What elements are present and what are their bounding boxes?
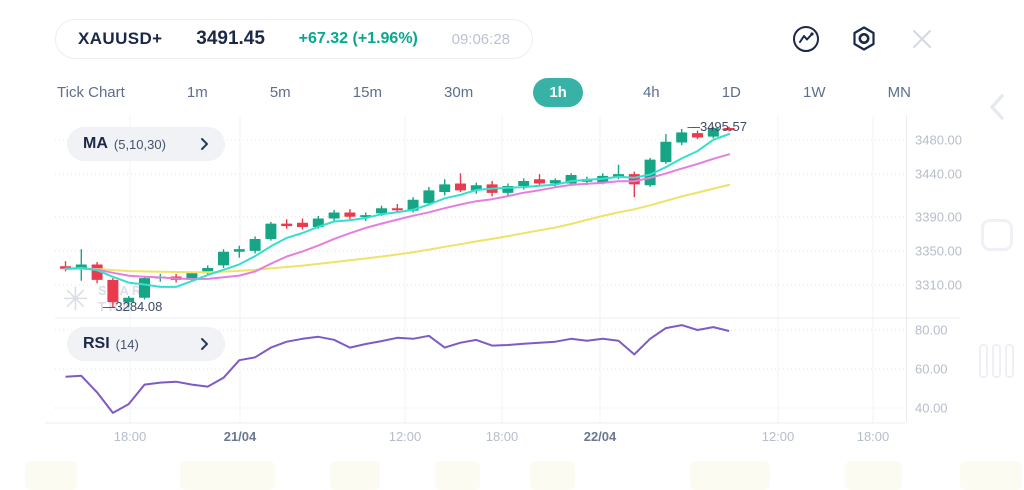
candle-body (218, 251, 229, 266)
rsi-label: RSI (83, 335, 110, 352)
tab-1h[interactable]: 1h (533, 77, 583, 107)
tab-30m[interactable]: 30m (444, 83, 474, 101)
high-price-marker: –– 3495.57 (687, 118, 747, 134)
marker-dashes: –– (102, 299, 116, 315)
price-axis-label: 3310.00 (915, 278, 962, 293)
symbol-info-bar: XAUUSD+ 3491.45 +67.32 (+1.96%) 09:06:28 (55, 19, 533, 59)
bottom-row-item[interactable] (25, 461, 77, 490)
candle-body (660, 141, 672, 163)
time-axis-label: 12:00 (762, 429, 795, 444)
tab-1w[interactable]: 1W (803, 83, 826, 101)
bottom-row-item[interactable] (435, 461, 480, 490)
candle-body (344, 212, 356, 217)
candle-body (439, 184, 451, 193)
candle-body (534, 179, 545, 184)
price-change: +67.32 (+1.96%) (298, 30, 418, 47)
time-axis-label: 12:00 (389, 429, 422, 444)
rsi-axis-label: 40.00 (915, 401, 948, 416)
price-axis-label: 3440.00 (915, 167, 962, 182)
ma-indicator-button[interactable]: MA (5,10,30) (67, 127, 225, 161)
tab-1m[interactable]: 1m (186, 83, 208, 101)
rsi-params: (14) (115, 336, 139, 352)
pulse-chart-icon[interactable] (791, 24, 821, 54)
marker-dashes: –– (687, 118, 701, 134)
price-axis-label: 3480.00 (915, 133, 962, 148)
close-icon[interactable] (907, 24, 937, 54)
rsi-axis-label: 60.00 (915, 362, 948, 377)
candle-body (233, 249, 245, 252)
tab-tick-chart[interactable]: Tick Chart (57, 83, 125, 101)
candle-body (628, 174, 640, 185)
ma5-line (64, 133, 731, 288)
candle-body (549, 180, 561, 184)
candle-body (455, 183, 466, 191)
panel-bars-handle-icon[interactable] (979, 344, 1014, 378)
candle-body (423, 190, 435, 204)
time-axis-label: 18:00 (857, 429, 890, 444)
bottom-row-item[interactable] (530, 461, 575, 490)
candle-body (707, 128, 719, 137)
candle-body (249, 238, 261, 251)
bottom-row-item[interactable] (960, 461, 1022, 490)
panel-square-handle-icon[interactable] (981, 219, 1013, 251)
ma-params: (5,10,30) (113, 136, 166, 152)
symbol-name: XAUUSD+ (78, 29, 163, 48)
settings-icon[interactable] (849, 24, 879, 54)
time-axis-label: 18:00 (114, 429, 147, 444)
rsi-line (65, 324, 730, 414)
chevron-right-icon (200, 137, 209, 151)
candle-body (391, 208, 403, 211)
timeframe-tabs: Tick Chart 1m 5m 15m 30m 1h 4h 1D 1W MN (55, 76, 913, 108)
server-time: 09:06:28 (451, 30, 510, 48)
bottom-row-item[interactable] (180, 461, 275, 490)
candle-body (723, 128, 735, 131)
candle-body (676, 132, 688, 143)
time-axis-label: 18:00 (486, 429, 519, 444)
candle-body (281, 223, 293, 227)
chevron-right-icon (200, 337, 209, 351)
time-axis-label: 22/04 (584, 429, 617, 444)
star-logo-icon: ✳ (62, 281, 89, 317)
candle-body (297, 222, 308, 228)
tab-mn[interactable]: MN (887, 83, 911, 101)
rsi-axis-label: 80.00 (915, 323, 948, 338)
price-axis-label: 3390.00 (915, 209, 962, 224)
tab-5m[interactable]: 5m (269, 83, 291, 101)
time-axis-label: 21/04 (224, 429, 257, 444)
price-chart[interactable]: 3480.00 3440.00 3390.00 3350.00 3310.00 80.00… (0, 115, 1024, 490)
candle-body (692, 133, 703, 138)
tab-4h[interactable]: 4h (642, 83, 660, 101)
last-price: 3491.45 (196, 28, 265, 49)
ma10-line (64, 153, 731, 280)
bottom-row-item[interactable] (330, 461, 380, 490)
bottom-row-item[interactable] (690, 461, 770, 490)
candle-body (123, 297, 135, 303)
tab-1d[interactable]: 1D (721, 83, 741, 101)
candle-body (139, 278, 150, 298)
tab-15m[interactable]: 15m (352, 83, 382, 101)
collapse-panel-chevron-icon[interactable] (986, 92, 1008, 127)
low-price-marker: –– 3284.08 (102, 299, 163, 315)
candle-body (107, 279, 119, 303)
candle-body (265, 223, 277, 239)
candle-body (328, 212, 340, 219)
ma30-line (64, 183, 731, 274)
ma-label: MA (83, 135, 108, 152)
candle-body (518, 180, 530, 187)
bottom-row-item[interactable] (845, 461, 902, 490)
candle-body (376, 208, 387, 214)
rsi-indicator-button[interactable]: RSI (14) (67, 327, 225, 361)
price-axis-label: 3350.00 (915, 243, 962, 258)
